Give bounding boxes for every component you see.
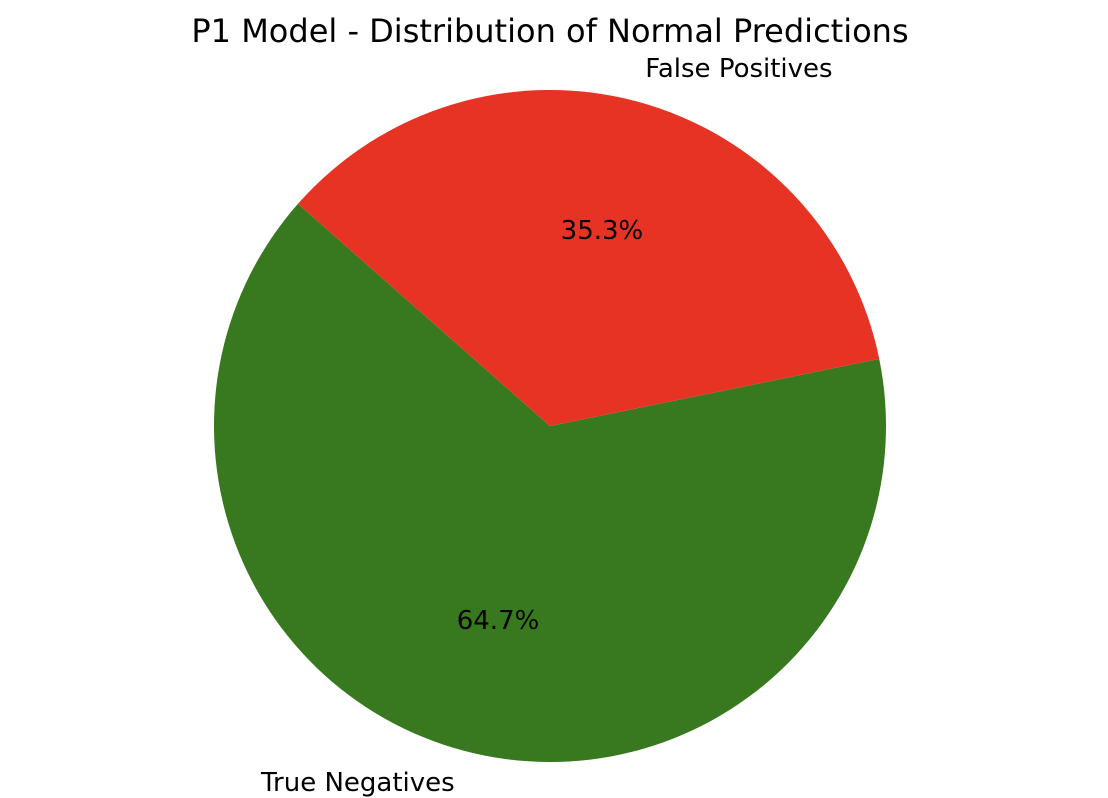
- chart-title: P1 Model - Distribution of Normal Predic…: [191, 12, 908, 50]
- pie-labels: 64.7% True Negatives 35.3% False Positives: [260, 54, 833, 798]
- pie-slice-true-negatives: [214, 203, 887, 762]
- pie-category-label: False Positives: [645, 54, 832, 84]
- pie-pct-label: 64.7%: [457, 606, 540, 636]
- pie-category-label: True Negatives: [260, 768, 455, 798]
- pie-pct-label: 35.3%: [561, 216, 644, 246]
- pie-slice-false-positives: [297, 89, 880, 427]
- pie-slices: [214, 89, 887, 762]
